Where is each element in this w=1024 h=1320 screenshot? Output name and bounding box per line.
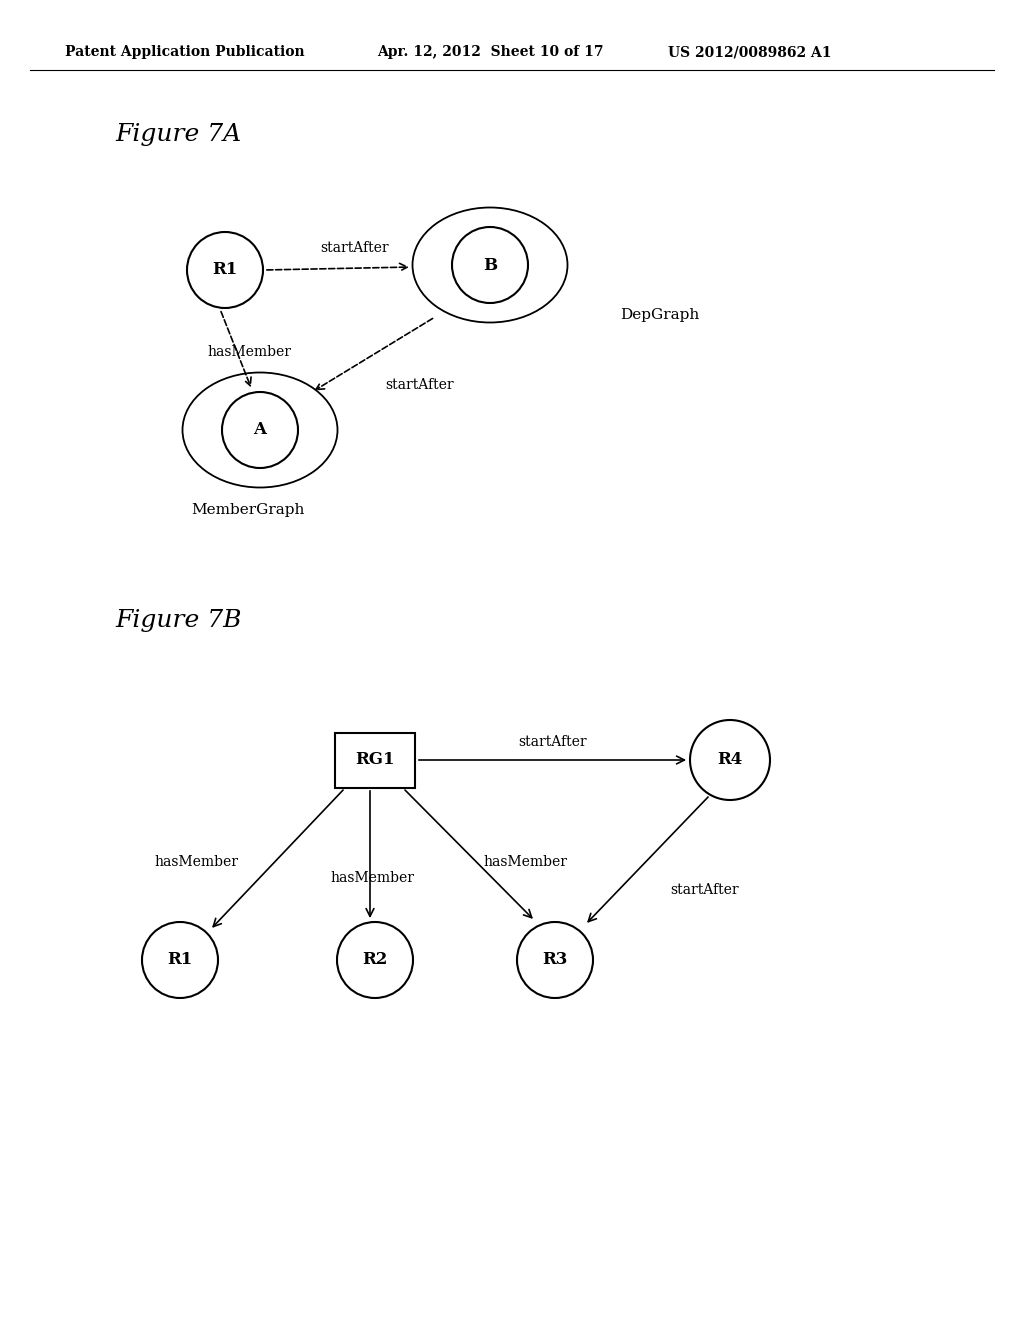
Circle shape [517, 921, 593, 998]
Text: hasMember: hasMember [154, 855, 238, 869]
Text: startAfter: startAfter [321, 242, 389, 255]
FancyBboxPatch shape [335, 733, 415, 788]
Text: DepGraph: DepGraph [620, 308, 699, 322]
Text: R3: R3 [543, 952, 567, 969]
Text: startAfter: startAfter [670, 883, 738, 898]
Circle shape [222, 392, 298, 469]
Text: R4: R4 [718, 751, 742, 768]
Circle shape [337, 921, 413, 998]
Text: B: B [483, 256, 497, 273]
Circle shape [452, 227, 528, 304]
Text: Figure 7A: Figure 7A [115, 124, 241, 147]
Text: hasMember: hasMember [330, 871, 414, 884]
Ellipse shape [182, 372, 338, 487]
Text: A: A [254, 421, 266, 438]
Text: Figure 7B: Figure 7B [115, 609, 242, 631]
Circle shape [142, 921, 218, 998]
Text: R1: R1 [167, 952, 193, 969]
Circle shape [690, 719, 770, 800]
Text: hasMember: hasMember [483, 855, 567, 869]
Text: Patent Application Publication: Patent Application Publication [66, 45, 305, 59]
Text: startAfter: startAfter [386, 378, 455, 392]
Text: R2: R2 [362, 952, 388, 969]
Text: hasMember: hasMember [207, 345, 291, 359]
Text: R1: R1 [212, 261, 238, 279]
Text: MemberGraph: MemberGraph [191, 503, 305, 517]
Ellipse shape [413, 207, 567, 322]
Text: Apr. 12, 2012  Sheet 10 of 17: Apr. 12, 2012 Sheet 10 of 17 [377, 45, 603, 59]
Text: startAfter: startAfter [519, 735, 588, 748]
Text: US 2012/0089862 A1: US 2012/0089862 A1 [669, 45, 831, 59]
Circle shape [187, 232, 263, 308]
Text: RG1: RG1 [355, 751, 394, 768]
